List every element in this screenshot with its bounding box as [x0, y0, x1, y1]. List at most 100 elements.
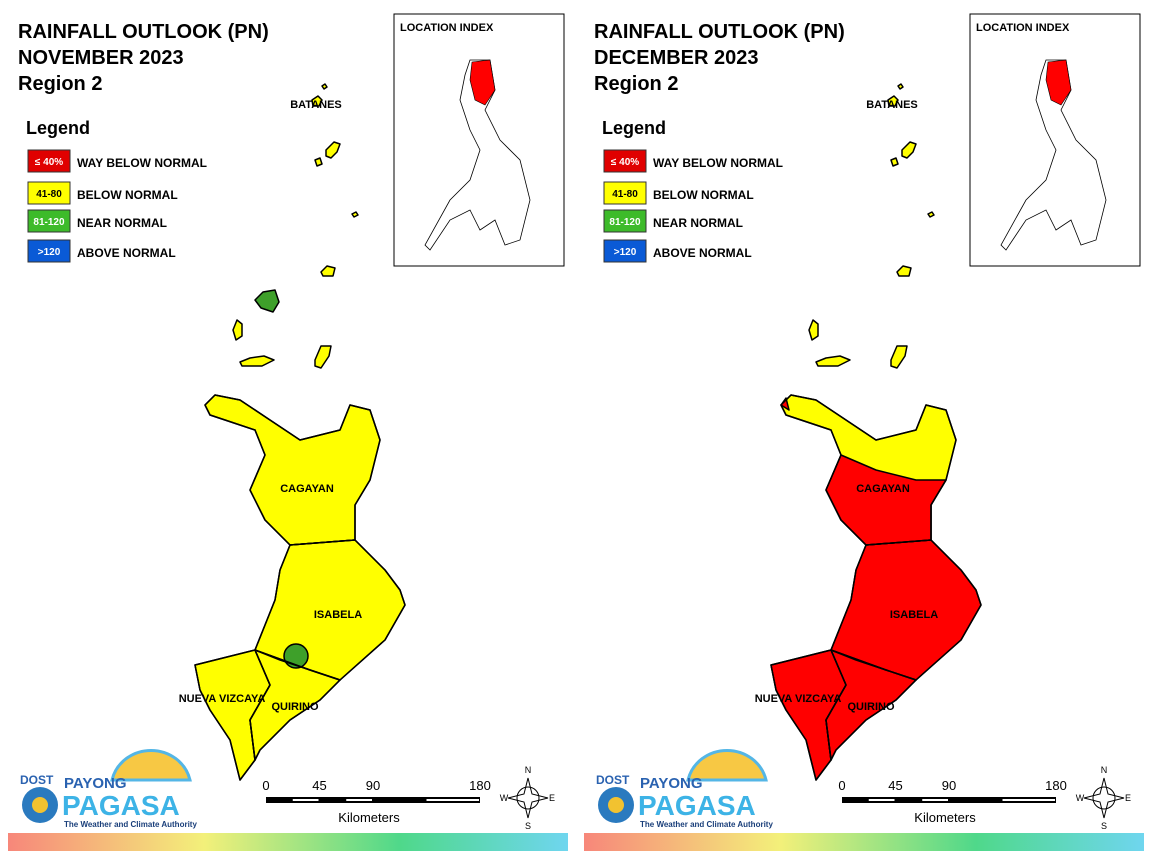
island: [890, 157, 899, 167]
scale-segment: [1002, 799, 1055, 801]
island: [311, 95, 323, 107]
scale-segment: [346, 799, 372, 801]
inset-title: LOCATION INDEX: [976, 22, 1070, 34]
legend-range: >120: [614, 247, 637, 258]
legend-label: WAY BELOW NORMAL: [77, 156, 207, 170]
logo-agency: DOST: [596, 773, 630, 787]
compass-rose: [507, 777, 549, 819]
island: [927, 211, 935, 218]
province-label: NUEVA VIZCAYA: [179, 693, 266, 705]
province-label: ISABELA: [314, 609, 362, 621]
legend-swatch: [603, 209, 647, 233]
inset-region: [1045, 59, 1072, 106]
legend-label: ABOVE NORMAL: [653, 246, 752, 260]
panel: RAINFALL OUTLOOK (PN) DECEMBER 2023 Region…: [584, 13, 1144, 851]
island: [325, 141, 341, 159]
compass-ring: [1092, 786, 1116, 810]
scale-tick-label: 90: [942, 778, 956, 793]
title-line: NOVEMBER 2023: [18, 47, 184, 69]
province: [204, 394, 381, 546]
title-line: Region 2: [594, 73, 678, 95]
title-line: DECEMBER 2023: [594, 47, 759, 69]
legend-range: >120: [38, 247, 61, 258]
legend-swatch: [27, 209, 71, 233]
title-line: Region 2: [18, 73, 102, 95]
scale-segment: [922, 799, 948, 801]
legend-range: 41-80: [36, 189, 62, 200]
legend-swatch: [27, 239, 71, 263]
province-label: ISABELA: [890, 609, 938, 621]
map: [194, 83, 406, 781]
island: [321, 83, 328, 90]
compass-letter: E: [549, 793, 555, 803]
logo-name1: PAYONG: [64, 775, 127, 792]
border: [204, 394, 381, 546]
legend-label: NEAR NORMAL: [77, 216, 167, 230]
legend-range: ≤ 40%: [611, 157, 639, 168]
compass-letter: S: [1101, 821, 1107, 831]
island: [887, 95, 899, 107]
inset-frame: [393, 13, 565, 267]
legend-swatch: [27, 181, 71, 205]
scale-unit: Kilometers: [914, 810, 976, 825]
island: [232, 319, 243, 341]
inset-outline: [424, 59, 531, 251]
logo-name2: PAGASA: [62, 790, 180, 821]
inset-outline: [1000, 59, 1107, 251]
rainfall-patch: [254, 289, 280, 313]
compass-letter: N: [525, 765, 532, 775]
scale-tick-label: 0: [838, 778, 845, 793]
province-label: BATANES: [866, 99, 918, 111]
legend-range: 41-80: [612, 189, 638, 200]
scale-tick-label: 180: [1045, 778, 1067, 793]
logo-tagline: The Weather and Climate Authority: [64, 820, 197, 829]
island: [351, 211, 359, 218]
logo-emblem-center: [32, 797, 48, 813]
title-line: RAINFALL OUTLOOK (PN): [594, 21, 845, 43]
logo-name2: PAGASA: [638, 790, 756, 821]
province-label: CAGAYAN: [280, 483, 334, 495]
scale-tick-label: 0: [262, 778, 269, 793]
island: [896, 265, 912, 277]
legend-title: Legend: [602, 118, 666, 138]
logo-agency: DOST: [20, 773, 54, 787]
scale-bar: [266, 797, 480, 803]
province-label: BATANES: [290, 99, 342, 111]
island: [239, 355, 275, 367]
inset-frame: [969, 13, 1141, 267]
legend-swatch: [603, 181, 647, 205]
province-label: QUIRINO: [847, 701, 895, 713]
island: [808, 319, 819, 341]
scale-unit: Kilometers: [338, 810, 400, 825]
title-line: RAINFALL OUTLOOK (PN): [18, 21, 269, 43]
compass-letter: N: [1101, 765, 1108, 775]
legend-label: BELOW NORMAL: [653, 188, 754, 202]
panel: RAINFALL OUTLOOK (PN) NOVEMBER 2023 Region…: [8, 13, 568, 851]
province-label: QUIRINO: [271, 701, 319, 713]
logo-umbrella: [110, 749, 192, 782]
border: [825, 649, 917, 761]
legend-range: 81-120: [33, 217, 65, 228]
compass-rose: [1083, 777, 1125, 819]
legend-label: WAY BELOW NORMAL: [653, 156, 783, 170]
island: [314, 157, 323, 167]
legend-label: NEAR NORMAL: [653, 216, 743, 230]
map: [770, 83, 982, 781]
legend-label: BELOW NORMAL: [77, 188, 178, 202]
island: [815, 355, 851, 367]
scale-segment: [868, 799, 895, 801]
logo-tagline: The Weather and Climate Authority: [640, 820, 773, 829]
legend-swatch: [27, 149, 71, 173]
inset-region: [469, 59, 496, 106]
legend-swatch: [603, 239, 647, 263]
legend-swatch: [603, 149, 647, 173]
compass-letter: W: [1076, 793, 1085, 803]
border: [780, 394, 957, 546]
island: [901, 141, 917, 159]
border: [249, 649, 341, 761]
island: [320, 265, 336, 277]
scale-segment: [426, 799, 479, 801]
legend-range: ≤ 40%: [35, 157, 63, 168]
compass-letter: S: [525, 821, 531, 831]
